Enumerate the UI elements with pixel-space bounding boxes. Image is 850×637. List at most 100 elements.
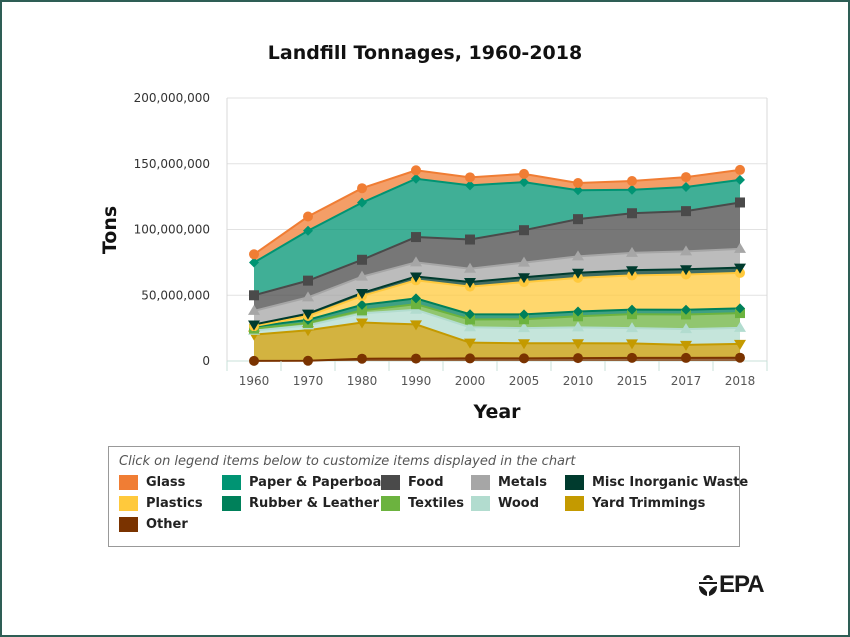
area-plastics[interactable] xyxy=(254,272,740,327)
marker-paper-paperboard[interactable] xyxy=(465,180,475,191)
marker-misc-inorganic-waste[interactable] xyxy=(572,268,584,279)
marker-wood[interactable] xyxy=(734,321,746,332)
marker-misc-inorganic-waste[interactable] xyxy=(626,266,638,277)
marker-metals[interactable] xyxy=(248,304,260,315)
marker-misc-inorganic-waste[interactable] xyxy=(248,320,260,331)
marker-other[interactable] xyxy=(465,353,475,364)
marker-paper-paperboard[interactable] xyxy=(249,257,259,268)
marker-wood[interactable] xyxy=(572,321,584,332)
legend-item-glass[interactable]: Glass xyxy=(119,475,185,490)
marker-rubber-leather[interactable] xyxy=(573,306,583,317)
legend-item-yard-trimmings[interactable]: Yard Trimmings xyxy=(565,496,705,511)
marker-paper-paperboard[interactable] xyxy=(681,181,691,192)
area-wood[interactable] xyxy=(254,309,740,345)
marker-metals[interactable] xyxy=(302,291,314,302)
marker-misc-inorganic-waste[interactable] xyxy=(302,309,314,320)
area-food[interactable] xyxy=(254,202,740,311)
marker-misc-inorganic-waste[interactable] xyxy=(356,288,368,299)
marker-food[interactable] xyxy=(735,197,745,208)
marker-metals[interactable] xyxy=(356,270,368,281)
marker-glass[interactable] xyxy=(573,177,583,188)
marker-other[interactable] xyxy=(627,352,637,363)
marker-paper-paperboard[interactable] xyxy=(411,173,421,184)
marker-yard-trimmings[interactable] xyxy=(410,320,422,331)
area-metals[interactable] xyxy=(254,248,740,325)
marker-rubber-leather[interactable] xyxy=(411,293,421,304)
marker-other[interactable] xyxy=(573,353,583,364)
marker-textiles[interactable] xyxy=(357,305,367,316)
legend-item-wood[interactable]: Wood xyxy=(471,496,539,511)
marker-misc-inorganic-waste[interactable] xyxy=(518,273,530,284)
marker-glass[interactable] xyxy=(411,165,421,176)
marker-misc-inorganic-waste[interactable] xyxy=(680,265,692,276)
marker-food[interactable] xyxy=(465,234,475,245)
marker-rubber-leather[interactable] xyxy=(519,309,529,320)
marker-rubber-leather[interactable] xyxy=(681,304,691,315)
legend-item-misc-inorganic-waste[interactable]: Misc Inorganic Waste xyxy=(565,475,748,490)
area-paper-paperboard[interactable] xyxy=(254,178,740,296)
marker-glass[interactable] xyxy=(249,249,259,260)
legend-item-rubber-leather[interactable]: Rubber & Leather xyxy=(222,496,379,511)
marker-yard-trimmings[interactable] xyxy=(734,339,746,350)
marker-glass[interactable] xyxy=(357,183,367,194)
marker-glass[interactable] xyxy=(303,211,313,222)
marker-glass[interactable] xyxy=(519,168,529,179)
marker-metals[interactable] xyxy=(572,250,584,261)
marker-paper-paperboard[interactable] xyxy=(573,185,583,196)
marker-yard-trimmings[interactable] xyxy=(464,338,476,349)
marker-misc-inorganic-waste[interactable] xyxy=(464,277,476,288)
marker-rubber-leather[interactable] xyxy=(735,303,745,314)
legend-item-other[interactable]: Other xyxy=(119,517,188,532)
marker-misc-inorganic-waste[interactable] xyxy=(734,263,746,274)
marker-metals[interactable] xyxy=(518,256,530,267)
marker-paper-paperboard[interactable] xyxy=(735,174,745,185)
legend-item-metals[interactable]: Metals xyxy=(471,475,547,490)
marker-misc-inorganic-waste[interactable] xyxy=(410,272,422,283)
legend-item-plastics[interactable]: Plastics xyxy=(119,496,203,511)
marker-rubber-leather[interactable] xyxy=(357,299,367,310)
marker-glass[interactable] xyxy=(465,172,475,183)
marker-textiles[interactable] xyxy=(465,314,475,325)
marker-other[interactable] xyxy=(681,352,691,363)
marker-food[interactable] xyxy=(519,225,529,236)
marker-metals[interactable] xyxy=(680,245,692,256)
marker-yard-trimmings[interactable] xyxy=(680,340,692,351)
legend-item-food[interactable]: Food xyxy=(381,475,444,490)
marker-food[interactable] xyxy=(357,254,367,265)
marker-paper-paperboard[interactable] xyxy=(627,184,637,195)
marker-yard-trimmings[interactable] xyxy=(518,339,530,350)
marker-food[interactable] xyxy=(411,232,421,243)
marker-food[interactable] xyxy=(303,275,313,286)
marker-paper-paperboard[interactable] xyxy=(303,225,313,236)
marker-yard-trimmings[interactable] xyxy=(572,339,584,350)
marker-food[interactable] xyxy=(627,208,637,219)
marker-wood[interactable] xyxy=(464,321,476,332)
area-yard-trimmings[interactable] xyxy=(254,322,740,361)
marker-glass[interactable] xyxy=(681,172,691,183)
marker-paper-paperboard[interactable] xyxy=(519,177,529,188)
marker-other[interactable] xyxy=(411,353,421,364)
marker-metals[interactable] xyxy=(734,242,746,253)
legend-item-paper-paperboard[interactable]: Paper & Paperboard xyxy=(222,475,397,490)
marker-food[interactable] xyxy=(249,290,259,301)
marker-textiles[interactable] xyxy=(411,299,421,310)
marker-other[interactable] xyxy=(357,353,367,364)
marker-food[interactable] xyxy=(573,214,583,225)
legend-item-textiles[interactable]: Textiles xyxy=(381,496,464,511)
marker-metals[interactable] xyxy=(464,262,476,273)
marker-other[interactable] xyxy=(303,355,313,366)
marker-metals[interactable] xyxy=(410,256,422,267)
marker-wood[interactable] xyxy=(518,322,530,333)
marker-other[interactable] xyxy=(249,355,259,366)
marker-wood[interactable] xyxy=(680,323,692,334)
area-rubber-leather[interactable] xyxy=(254,298,740,329)
marker-other[interactable] xyxy=(735,352,745,363)
marker-yard-trimmings[interactable] xyxy=(626,339,638,350)
marker-metals[interactable] xyxy=(626,246,638,257)
marker-wood[interactable] xyxy=(626,322,638,333)
marker-rubber-leather[interactable] xyxy=(465,309,475,320)
marker-rubber-leather[interactable] xyxy=(627,304,637,315)
marker-food[interactable] xyxy=(681,206,691,217)
marker-paper-paperboard[interactable] xyxy=(357,197,367,208)
marker-other[interactable] xyxy=(519,353,529,364)
